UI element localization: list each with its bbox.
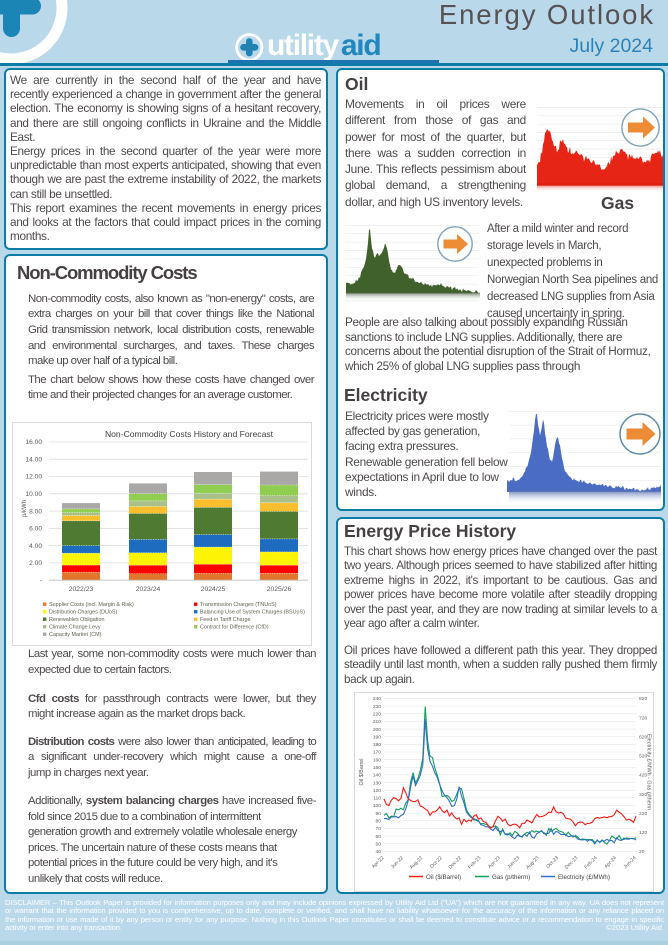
svg-text:8.00: 8.00 xyxy=(29,508,42,515)
svg-text:Feed-in Tariff Charge: Feed-in Tariff Charge xyxy=(200,617,250,623)
svg-text:60: 60 xyxy=(376,834,382,840)
svg-text:p/kWh: p/kWh xyxy=(22,500,28,517)
svg-text:40: 40 xyxy=(376,849,382,855)
svg-text:Capacity Market (CM): Capacity Market (CM) xyxy=(49,632,102,638)
svg-text:80: 80 xyxy=(376,819,382,825)
svg-text:Electricity £/MWh - Gas p/ther: Electricity £/MWh - Gas p/therm xyxy=(646,734,652,811)
svg-text:2024/25: 2024/25 xyxy=(201,586,226,593)
svg-text:Distribution Charges (DUoS): Distribution Charges (DUoS) xyxy=(49,609,118,615)
svg-text:2023/24: 2023/24 xyxy=(136,586,161,593)
svg-text:620: 620 xyxy=(639,734,647,740)
svg-text:Gas (p/therm): Gas (p/therm) xyxy=(492,874,530,881)
svg-text:420: 420 xyxy=(639,773,647,779)
svg-text:520: 520 xyxy=(639,754,647,760)
svg-text:50: 50 xyxy=(376,842,382,848)
svg-text:Renewables Obligation: Renewables Obligation xyxy=(49,617,104,623)
svg-text:Oil $/Barrel: Oil $/Barrel xyxy=(359,759,365,786)
svg-text:Supplier Costs (incl. Margin &: Supplier Costs (incl. Margin & Risk) xyxy=(49,602,134,608)
svg-text:100: 100 xyxy=(373,803,381,809)
svg-text:90: 90 xyxy=(376,811,382,817)
svg-text:Electricity (£/MWh): Electricity (£/MWh) xyxy=(558,874,610,881)
svg-text:4.00: 4.00 xyxy=(29,543,42,550)
svg-text:Contract for Difference (CfD): Contract for Difference (CfD) xyxy=(200,624,269,630)
svg-text:20: 20 xyxy=(639,849,645,855)
svg-text:110: 110 xyxy=(373,796,381,802)
svg-text:6.00: 6.00 xyxy=(29,526,42,533)
svg-text:220: 220 xyxy=(373,712,381,718)
svg-text:720: 720 xyxy=(639,715,647,721)
svg-text:120: 120 xyxy=(373,788,381,794)
svg-text:Non-Commodity Costs History an: Non-Commodity Costs History and Forecast xyxy=(105,429,274,439)
svg-text:Oil ($/Barrel): Oil ($/Barrel) xyxy=(426,874,461,881)
svg-text:Transmission Charges (TNUoS): Transmission Charges (TNUoS) xyxy=(200,602,277,608)
svg-text:70: 70 xyxy=(376,826,382,832)
svg-text:170: 170 xyxy=(373,750,381,756)
svg-text:2025/26: 2025/26 xyxy=(267,586,292,593)
svg-text:2022/23: 2022/23 xyxy=(69,586,94,593)
svg-text:180: 180 xyxy=(373,742,381,748)
svg-text:130: 130 xyxy=(373,780,381,786)
svg-text:200: 200 xyxy=(373,727,381,733)
svg-text:190: 190 xyxy=(373,734,381,740)
svg-text:12.00: 12.00 xyxy=(25,474,42,481)
svg-text:Climate Change Levy: Climate Change Levy xyxy=(49,624,101,630)
svg-text:320: 320 xyxy=(639,792,647,798)
svg-text:230: 230 xyxy=(373,704,381,710)
svg-text:150: 150 xyxy=(373,765,381,771)
svg-text:210: 210 xyxy=(373,719,381,725)
svg-text:820: 820 xyxy=(639,696,647,702)
svg-text:10.00: 10.00 xyxy=(25,491,42,498)
svg-text:16.00: 16.00 xyxy=(25,439,42,446)
svg-text:220: 220 xyxy=(639,811,647,817)
svg-text:2.00: 2.00 xyxy=(29,560,42,567)
svg-text:140: 140 xyxy=(373,773,381,779)
svg-text:14.00: 14.00 xyxy=(25,456,42,463)
svg-text:120: 120 xyxy=(639,830,647,836)
svg-text:240: 240 xyxy=(373,696,381,702)
svg-text:160: 160 xyxy=(373,757,381,763)
svg-text:-: - xyxy=(40,577,42,584)
svg-text:Balancing Use of System Charge: Balancing Use of System Charges (BSUoS) xyxy=(200,609,305,615)
